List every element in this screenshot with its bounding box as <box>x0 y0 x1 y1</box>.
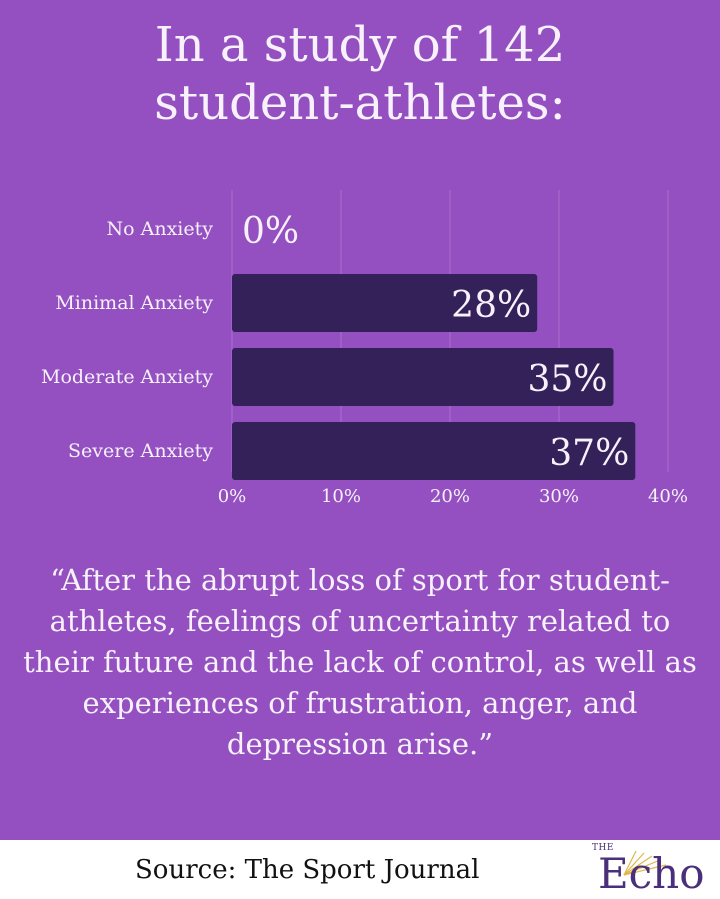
logo-rays-icon <box>623 850 667 876</box>
category-label: No Anxiety <box>107 218 214 240</box>
bar <box>232 274 538 332</box>
category-label: Moderate Anxiety <box>41 366 213 388</box>
bar-chart: 0% 10% 20% 30% 40% No Anxiety 0% Minimal Anxiet… <box>41 190 688 507</box>
category-label: Severe Anxiety <box>68 440 213 462</box>
background-panel <box>0 0 720 840</box>
x-tick-label: 0% <box>218 486 247 507</box>
chart-bars <box>232 274 636 480</box>
quote-text: “After the abrupt loss of sport for stud… <box>23 563 697 761</box>
logo-word: Echo <box>598 849 705 898</box>
data-label: 37% <box>549 433 629 474</box>
title-line-2: student-athletes: <box>154 75 566 131</box>
data-label: 28% <box>451 285 531 326</box>
footer <box>0 840 720 899</box>
bar <box>232 422 636 480</box>
echo-logo: THE Echo <box>592 843 720 899</box>
category-label: Minimal Anxiety <box>55 292 213 314</box>
page-title: In a study of 142 student-athletes: <box>0 16 720 132</box>
logo-the: THE <box>592 843 614 853</box>
source-credit: Source: The Sport Journal <box>135 855 480 885</box>
bar <box>232 348 614 406</box>
chart-labels: 0% 10% 20% 30% 40% No Anxiety 0% Minimal Anxiet… <box>41 211 688 507</box>
data-label: 35% <box>527 359 607 400</box>
x-tick-label: 40% <box>648 486 688 507</box>
x-tick-label: 30% <box>539 486 579 507</box>
title-line-1: In a study of 142 <box>154 17 566 73</box>
x-tick-label: 20% <box>430 486 470 507</box>
x-tick-label: 10% <box>321 486 361 507</box>
data-label: 0% <box>242 211 299 252</box>
